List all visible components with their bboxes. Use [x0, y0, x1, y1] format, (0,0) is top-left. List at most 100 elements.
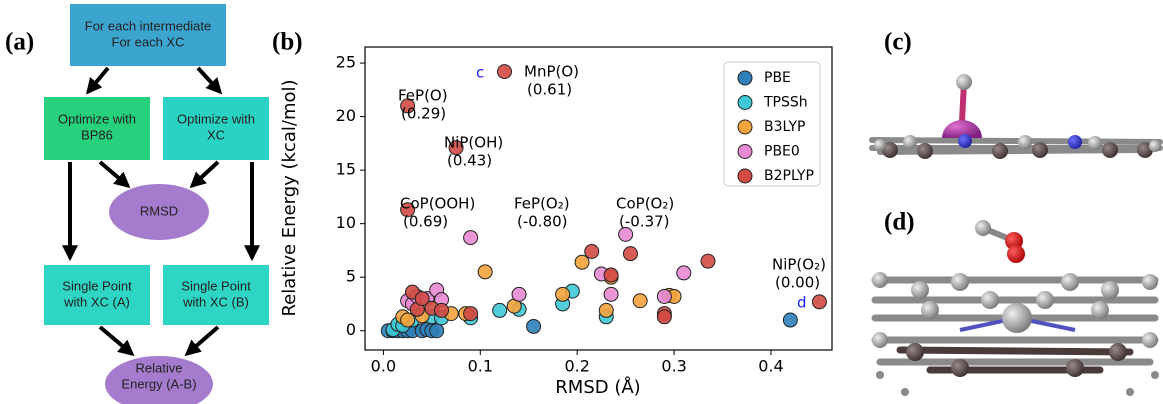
node-box [163, 97, 269, 160]
legend-marker [737, 70, 753, 86]
annotation: NiP(O₂) [772, 256, 826, 274]
annotation: (-0.80) [517, 213, 568, 231]
plot-area: 0.0 0.1 0.2 0.3 0.4 0 5 10 15 20 25 MnP(O)(0.61) FeP… [336, 53, 827, 376]
panel-label: (c) [884, 29, 912, 56]
node-box [44, 97, 150, 160]
point [492, 302, 508, 318]
x-tick-label: 0.3 [661, 357, 686, 376]
y-tick-label: 25 [336, 53, 356, 72]
point [448, 140, 464, 156]
legend-label: TPSSh [763, 95, 808, 111]
legend-label: PBE [764, 70, 791, 86]
point [400, 202, 416, 218]
point [400, 312, 416, 328]
legend-marker [737, 168, 753, 184]
x-tick-label: 0.2 [564, 357, 589, 376]
point [632, 293, 648, 309]
point [555, 286, 571, 302]
panel-label: (b) [272, 29, 303, 56]
point [429, 323, 445, 339]
node-label: Energy (A-B) [121, 376, 196, 391]
plot-frame [364, 46, 833, 351]
point [477, 264, 493, 280]
node-label: For each XC [112, 34, 185, 49]
point [434, 302, 450, 318]
y-tick-label: 15 [336, 160, 356, 179]
annotation: (0.43) [447, 152, 492, 170]
node-label: RMSD [140, 203, 178, 218]
annotation: d [797, 294, 807, 312]
y-tick-label: 20 [336, 106, 356, 125]
node-box [44, 265, 150, 325]
point [603, 286, 619, 302]
point [414, 291, 430, 307]
annotation: (0.61) [527, 81, 572, 99]
legend-label: B3LYP [764, 119, 805, 135]
x-tick-label: 0.0 [371, 357, 396, 376]
annotation: (-0.37) [619, 213, 670, 231]
point [622, 246, 638, 262]
node-ellipse [105, 356, 213, 404]
annotation: FeP(O) [398, 87, 448, 105]
node-label: Optimize with [177, 111, 255, 126]
annotation: (0.29) [401, 105, 446, 123]
point [463, 306, 479, 322]
point [598, 302, 614, 318]
annotation: c [476, 64, 484, 82]
y-axis-title: Relative Energy (kcal/mol) [279, 79, 300, 316]
y-tick-label: 10 [336, 213, 356, 232]
point [574, 254, 590, 270]
x-axis-title: RMSD (Å) [555, 376, 640, 398]
annotation: (0.69) [403, 213, 448, 231]
annotation: FeP(O₂) [514, 195, 570, 213]
legend-label: B2PLYP [764, 168, 814, 184]
node-box [70, 4, 226, 66]
point [811, 294, 827, 310]
annotation: NiP(OH) [444, 134, 503, 152]
point [497, 64, 513, 80]
legend-label: PBE0 [764, 144, 800, 160]
molecule-c [869, 74, 1163, 159]
node-ellipse [109, 184, 209, 240]
point [400, 98, 416, 114]
point [700, 253, 716, 269]
point [656, 288, 672, 304]
node-label: BP86 [81, 127, 113, 142]
flowchart [44, 4, 269, 404]
node-label: with XC (A) [63, 294, 130, 309]
point [618, 226, 634, 242]
point [584, 243, 600, 259]
molecule-d [871, 220, 1159, 396]
y-tick-label: 0 [346, 320, 356, 339]
x-tick-label: 0.1 [468, 357, 493, 376]
point [656, 309, 672, 325]
node-label: XC [207, 127, 225, 142]
legend-marker [737, 144, 753, 159]
y-tick-label: 5 [346, 267, 356, 286]
annotation: CoP(O₂) [616, 195, 674, 213]
node-label: Single Point [181, 278, 251, 293]
arrows [62, 66, 260, 357]
node-label: Optimize with [58, 111, 136, 126]
x-tick-label: 0.4 [758, 357, 783, 376]
node-label: with XC (B) [182, 294, 249, 309]
annotation: MnP(O) [524, 63, 579, 81]
legend-marker [737, 119, 753, 135]
panel-label: (d) [884, 209, 915, 236]
point [526, 318, 542, 334]
node-label: Relative [136, 360, 183, 375]
legend-marker [737, 95, 753, 110]
point [603, 267, 619, 283]
point [463, 230, 479, 246]
node-box [163, 265, 269, 325]
panel-label: (a) [5, 29, 34, 56]
annotation: (0.00) [775, 274, 820, 292]
node-label: For each intermediate [85, 18, 211, 33]
point [511, 286, 527, 302]
point [782, 312, 798, 328]
node-label: Single Point [62, 278, 132, 293]
annotation: CoP(OOH) [400, 195, 475, 213]
point [676, 265, 692, 281]
